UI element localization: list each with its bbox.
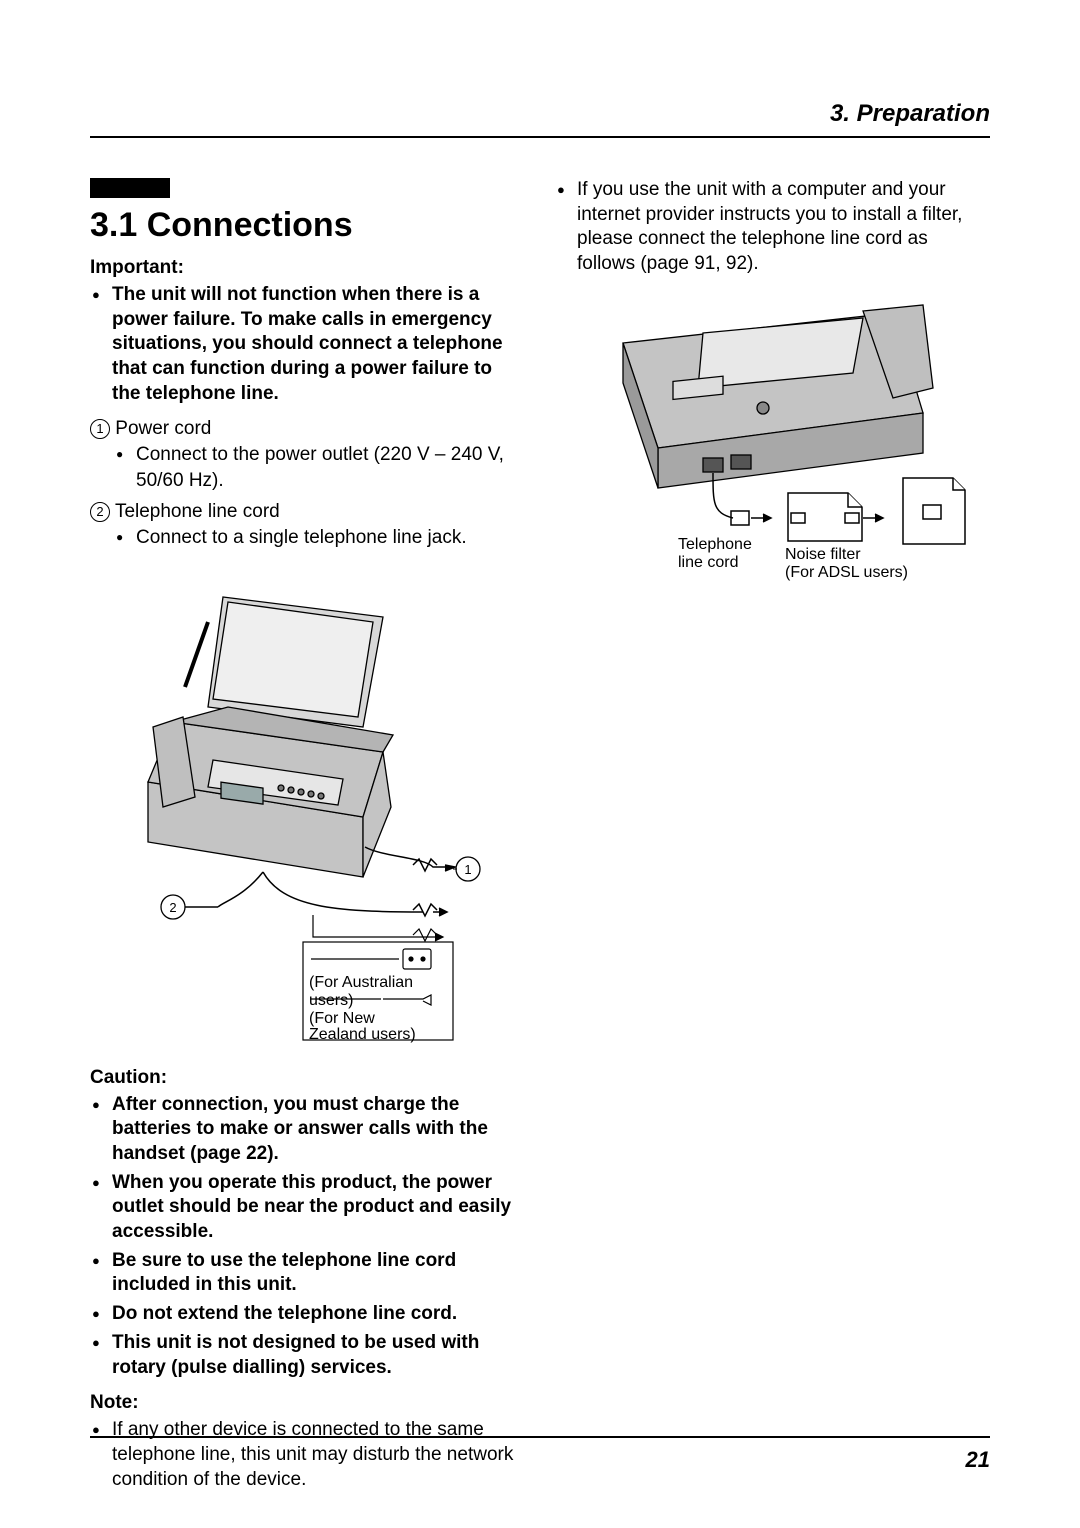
figure-marker-2: 2	[169, 900, 176, 915]
figure-connections: 1 2	[90, 567, 525, 1047]
content-columns: 3.1 Connections Important: The unit will…	[90, 178, 990, 1496]
device-diagram-icon: 1 2	[113, 567, 503, 1047]
caution-item: After connection, you must charge the ba…	[90, 1093, 525, 1167]
right-column: If you use the unit with a computer and …	[555, 178, 990, 1496]
chapter-title: 3. Preparation	[830, 100, 990, 127]
tel-label-2: line cord	[678, 554, 738, 571]
left-column: 3.1 Connections Important: The unit will…	[90, 178, 525, 1496]
section-title: 3.1 Connections	[90, 206, 525, 245]
important-item: The unit will not function when there is…	[90, 283, 525, 406]
note-label: Note:	[90, 1392, 525, 1414]
caution-item: Do not extend the telephone line cord.	[90, 1302, 525, 1327]
circled-2-icon: 2	[90, 502, 110, 522]
circled-1-icon: 1	[90, 419, 110, 439]
filter-label-2: (For ADSL users)	[785, 564, 908, 581]
caption-au-2: users)	[309, 992, 353, 1009]
caption-nz-1: (For New	[309, 1010, 375, 1027]
tel-label-1: Telephone	[678, 536, 752, 553]
right-note-list: If you use the unit with a computer and …	[555, 178, 990, 277]
right-note-item: If you use the unit with a computer and …	[555, 178, 990, 277]
steps-list: 1 Power cord Connect to the power outlet…	[90, 416, 525, 550]
caption-nz-2: Zealand users)	[309, 1026, 416, 1043]
caution-item: Be sure to use the telephone line cord i…	[90, 1249, 525, 1298]
section-bar	[90, 178, 170, 198]
caution-list: After connection, you must charge the ba…	[90, 1093, 525, 1381]
caution-item: This unit is not designed to be used wit…	[90, 1331, 525, 1380]
page: 3. Preparation 3.1 Connections Important…	[0, 0, 1080, 1528]
note-list: If any other device is connected to the …	[90, 1418, 525, 1492]
caution-item: When you operate this product, the power…	[90, 1171, 525, 1245]
important-label: Important:	[90, 257, 525, 279]
step-1-desc: Connect to the power outlet (220 V – 240…	[116, 442, 525, 493]
step-2-desc: Connect to a single telephone line jack.	[116, 525, 525, 551]
filter-label-1: Noise filter	[785, 546, 861, 563]
step-2: 2 Telephone line cord Connect to a singl…	[90, 499, 525, 550]
adsl-diagram-icon: Telephone line cord Noise filter (For AD…	[563, 293, 983, 593]
chapter-header: 3. Preparation	[90, 100, 990, 138]
step-1: 1 Power cord Connect to the power outlet…	[90, 416, 525, 493]
figure-adsl: Telephone line cord Noise filter (For AD…	[555, 293, 990, 593]
caption-au-1: (For Australian	[309, 974, 413, 991]
caution-label: Caution:	[90, 1067, 525, 1089]
page-number: 21	[966, 1447, 990, 1473]
step-1-label: Power cord	[115, 418, 211, 439]
footer-rule	[90, 1436, 990, 1438]
note-item: If any other device is connected to the …	[90, 1418, 525, 1492]
important-list: The unit will not function when there is…	[90, 283, 525, 406]
step-2-label: Telephone line cord	[115, 501, 280, 522]
figure-marker-1: 1	[464, 862, 471, 877]
